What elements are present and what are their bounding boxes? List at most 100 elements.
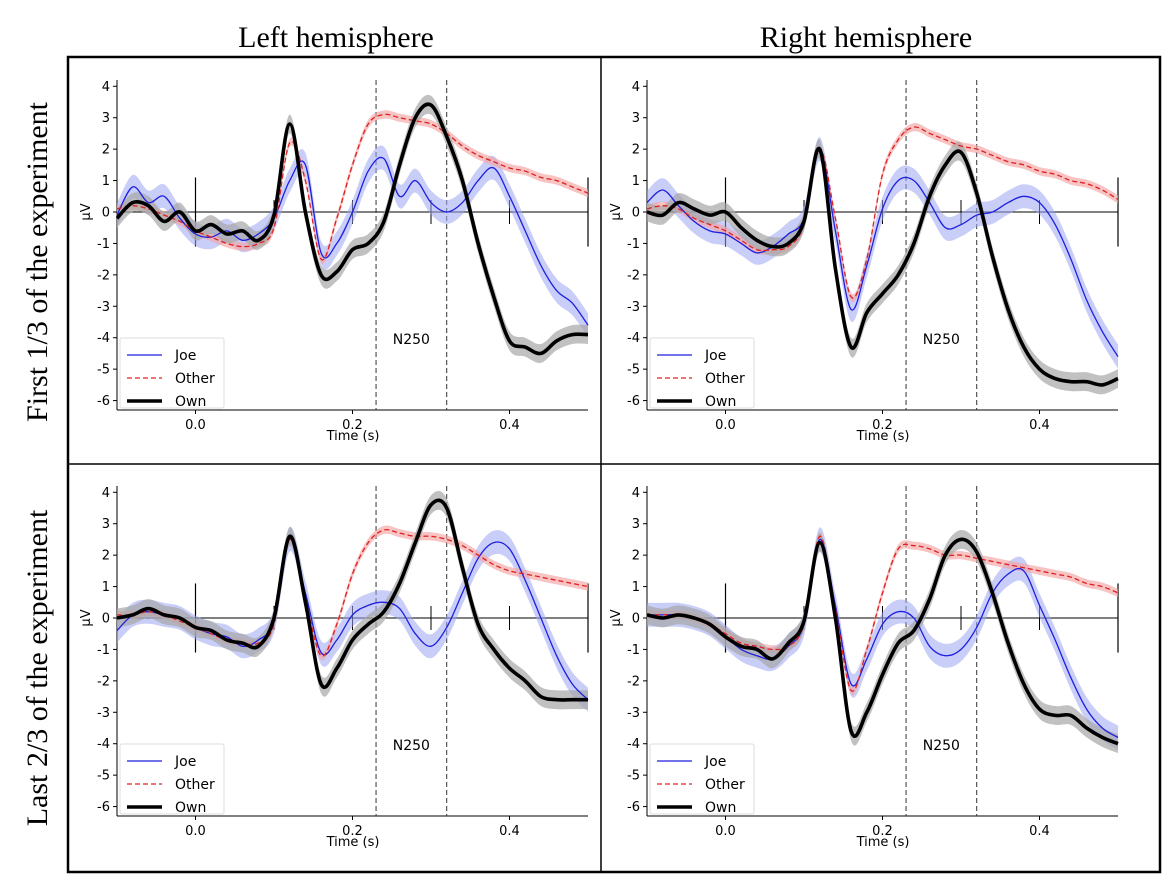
y-tick-label: -2: [97, 268, 110, 283]
legend: Joe Other Own: [649, 337, 755, 410]
y-tick-label: -3: [97, 706, 110, 721]
y-tick-label: 0: [102, 206, 110, 221]
x-tick-label: 0.2: [872, 418, 893, 433]
x-tick-label: 0.0: [715, 418, 736, 433]
y-tick-label: -1: [97, 237, 110, 252]
series-line-other: [647, 535, 1119, 692]
legend-label-other: Other: [175, 371, 215, 387]
y-tick-label: 0: [102, 612, 110, 627]
y-axis-label: µV: [79, 609, 94, 626]
x-tick-label: 0.2: [342, 418, 363, 433]
panel-1: 4 3 2 1 0 -1 -2 -3 -4 -5 -6 0.0 0.2 0.4 Time (s) µV N250…: [79, 80, 589, 444]
x-tick-label: 0.4: [1029, 418, 1050, 433]
y-axis-label: µV: [79, 203, 94, 220]
y-tick-label: 1: [102, 174, 110, 189]
ci-band-own: [117, 490, 588, 710]
x-axis-label: Time (s): [856, 429, 910, 444]
legend: Joe Other Own: [649, 743, 755, 816]
y-tick-label: 0: [632, 206, 640, 221]
ci-band-own: [117, 94, 588, 364]
x-axis-label: Time (s): [856, 835, 910, 850]
series-line-own: [115, 102, 589, 356]
y-tick-label: -2: [97, 674, 110, 689]
x-tick-label: 0.2: [342, 824, 363, 839]
y-tick-label: -5: [97, 769, 110, 784]
legend-label-other: Other: [175, 777, 215, 793]
x-tick-label: 0.4: [499, 824, 520, 839]
y-tick-label: 1: [102, 580, 110, 595]
series-line-joe: [116, 156, 589, 326]
y-tick-label: -6: [627, 800, 640, 815]
panel-2: 4 3 2 1 0 -1 -2 -3 -4 -5 -6 0.0 0.2 0.4 Time (s) µV N250…: [609, 80, 1119, 444]
legend-label-joe: Joe: [704, 754, 726, 770]
x-tick-label: 0.0: [185, 824, 206, 839]
legend-label-own: Own: [175, 394, 206, 410]
y-tick-label: -6: [627, 394, 640, 409]
panels: 4 3 2 1 0 -1 -2 -3 -4 -5 -6 0.0 0.2 0.4 Time (s) µV N250…: [79, 80, 1119, 850]
y-tick-label: -5: [97, 363, 110, 378]
y-tick-label: -4: [97, 331, 110, 346]
y-tick-label: 1: [632, 580, 640, 595]
panel-4: 4 3 2 1 0 -1 -2 -3 -4 -5 -6 0.0 0.2 0.4 Time (s) µV N250…: [609, 486, 1119, 850]
row-title-first: First 1/3 of the experiment: [21, 101, 54, 422]
y-tick-label: -3: [627, 300, 640, 315]
y-axis-label: µV: [609, 203, 624, 220]
legend-label-joe: Joe: [704, 348, 726, 364]
ci-band-joe: [117, 145, 588, 338]
y-tick-label: 2: [632, 143, 640, 158]
y-tick-label: 2: [632, 549, 640, 564]
row-title-last: Last 2/3 of the experiment: [21, 509, 54, 826]
n250-label: N250: [923, 738, 960, 754]
series-line-own: [646, 537, 1119, 746]
y-tick-label: -6: [97, 800, 110, 815]
column-title-right: Right hemisphere: [760, 21, 972, 54]
series-line-other: [646, 126, 1119, 299]
y-tick-label: 3: [102, 111, 110, 126]
panel-3: 4 3 2 1 0 -1 -2 -3 -4 -5 -6 0.0 0.2 0.4 Time (s) µV N250…: [79, 486, 589, 850]
legend-label-own: Own: [175, 800, 206, 816]
y-tick-label: 4: [632, 80, 640, 95]
y-tick-label: -1: [627, 237, 640, 252]
series-line-joe: [646, 148, 1119, 357]
legend-label-other: Other: [705, 777, 745, 793]
x-tick-label: 0.4: [1029, 824, 1050, 839]
y-tick-label: -4: [627, 737, 640, 752]
y-tick-label: -1: [97, 643, 110, 658]
series-line-own: [116, 498, 588, 702]
legend-label-joe: Joe: [174, 348, 196, 364]
x-tick-label: 0.4: [499, 418, 520, 433]
ci-band-joe: [647, 527, 1118, 750]
x-tick-label: 0.0: [715, 824, 736, 839]
ci-band-own: [647, 529, 1118, 754]
y-tick-label: 3: [102, 517, 110, 532]
legend: Joe Other Own: [119, 743, 225, 816]
n250-label: N250: [393, 738, 430, 754]
y-tick-label: 4: [102, 486, 110, 501]
y-tick-label: -6: [97, 394, 110, 409]
legend-label-own: Own: [705, 800, 736, 816]
y-tick-label: 3: [632, 111, 640, 126]
n250-label: N250: [923, 332, 960, 348]
x-tick-label: 0.0: [185, 418, 206, 433]
y-tick-label: -3: [97, 300, 110, 315]
x-axis-label: Time (s): [326, 835, 380, 850]
y-tick-label: 1: [632, 174, 640, 189]
legend-label-joe: Joe: [174, 754, 196, 770]
legend-label-other: Other: [705, 371, 745, 387]
y-tick-label: -3: [627, 706, 640, 721]
y-tick-label: 4: [632, 486, 640, 501]
n250-label: N250: [393, 332, 430, 348]
legend-label-own: Own: [705, 394, 736, 410]
y-tick-label: 0: [632, 612, 640, 627]
x-axis-label: Time (s): [326, 429, 380, 444]
column-title-left: Left hemisphere: [238, 21, 434, 54]
y-tick-label: -5: [627, 363, 640, 378]
y-tick-label: 2: [102, 143, 110, 158]
x-tick-label: 0.2: [872, 824, 893, 839]
y-tick-label: -5: [627, 769, 640, 784]
legend: Joe Other Own: [119, 337, 225, 410]
series-line-own: [646, 147, 1119, 387]
ci-band-other: [117, 110, 588, 265]
y-tick-label: -2: [627, 268, 640, 283]
